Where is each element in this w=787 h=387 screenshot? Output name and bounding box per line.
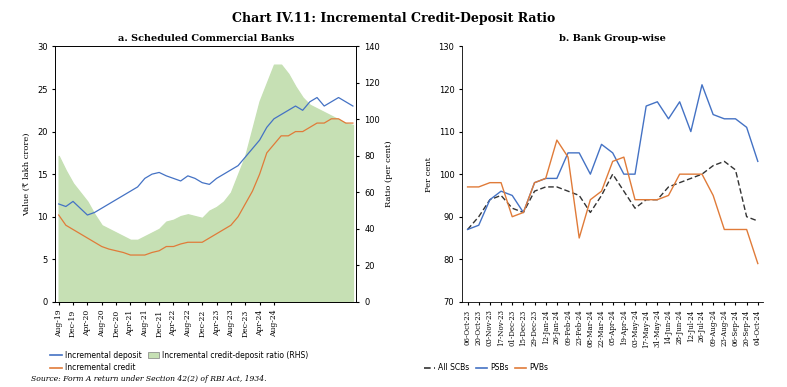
Title: b. Bank Group-wise: b. Bank Group-wise (560, 34, 666, 43)
Y-axis label: Ratio (per cent): Ratio (per cent) (386, 141, 394, 207)
Title: a. Scheduled Commercial Banks: a. Scheduled Commercial Banks (117, 34, 294, 43)
Text: Source: Form A return under Section 42(2) of RBI Act, 1934.: Source: Form A return under Section 42(2… (31, 375, 267, 383)
Y-axis label: Per cent: Per cent (425, 157, 433, 192)
Legend: All SCBs, PSBs, PVBs: All SCBs, PSBs, PVBs (421, 360, 552, 375)
Y-axis label: Value (₹ lakh crore): Value (₹ lakh crore) (24, 132, 31, 216)
Legend: Incremental deposit, Incremental credit, Incremental credit-deposit ratio (RHS): Incremental deposit, Incremental credit,… (47, 348, 312, 375)
Text: Chart IV.11: Incremental Credit-Deposit Ratio: Chart IV.11: Incremental Credit-Deposit … (232, 12, 555, 25)
